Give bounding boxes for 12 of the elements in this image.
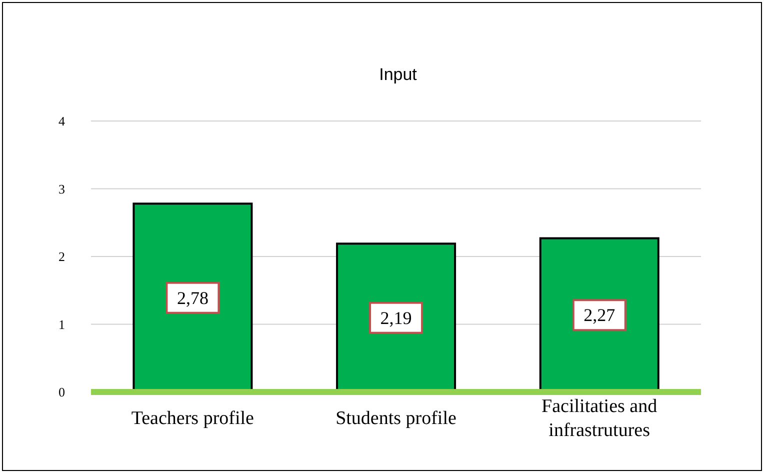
data-label: 2,19 [380,308,412,328]
y-tick-label: 4 [58,114,66,129]
x-tick-label: Facilitaties and infrastrutures [542,396,658,441]
chart-title: Input [378,65,418,85]
data-label: 2,78 [176,288,208,308]
y-tick-label: 0 [58,384,65,400]
x-tick-label: Students profile [336,408,456,429]
data-label: 2,27 [584,305,616,326]
x-tick-label: Teachers profile [131,408,254,429]
y-tick-label: 3 [58,181,65,196]
y-tick-label: 2 [58,249,65,264]
y-tick-label: 1 [58,316,65,332]
